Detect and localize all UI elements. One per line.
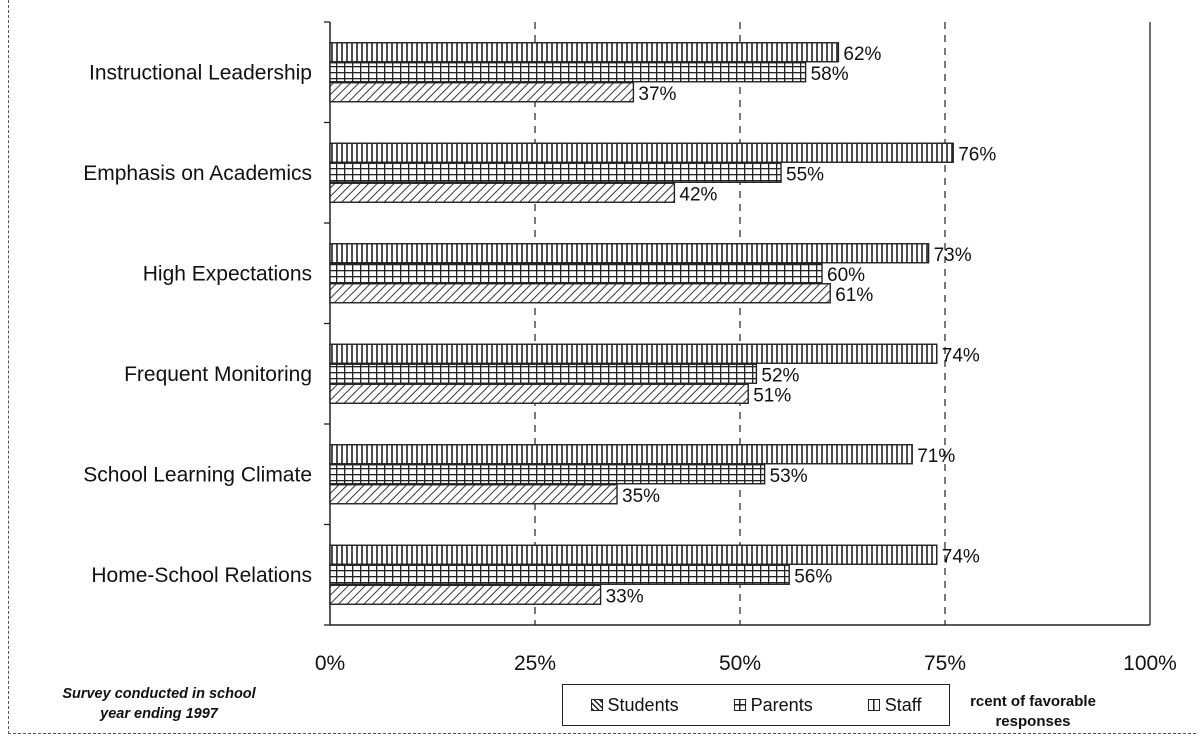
bar-staff-2 [329, 243, 930, 264]
data-label-students-1: 42% [679, 184, 717, 205]
x-tick-label-4: 100% [1123, 652, 1177, 675]
bar-parents-0 [329, 62, 807, 83]
data-label-parents-0: 58% [811, 64, 849, 85]
category-label-5: Home-School Relations [91, 564, 312, 587]
data-label-staff-1: 76% [958, 144, 996, 165]
labels: Instructional Leadership Emphasis on Acad… [83, 44, 1177, 675]
bar-chart: Instructional Leadership Emphasis on Acad… [83, 21, 1177, 675]
bar-parents-4 [329, 464, 766, 485]
data-label-staff-3: 74% [942, 345, 980, 366]
category-label-3: Frequent Monitoring [124, 363, 312, 386]
data-label-parents-5: 56% [794, 566, 832, 587]
data-label-students-3: 51% [753, 385, 791, 406]
bar-parents-3 [329, 363, 758, 384]
x-tick-label-3: 75% [924, 652, 966, 675]
x-tick-label-1: 25% [514, 652, 556, 675]
parents-swatch-icon [733, 699, 746, 711]
category-label-4: School Learning Climate [83, 463, 312, 486]
bars [329, 42, 954, 605]
bar-parents-1 [329, 162, 782, 183]
category-label-0: Instructional Leadership [89, 61, 312, 84]
survey-note-line-1: Survey conducted in school [62, 686, 256, 702]
data-label-parents-1: 55% [786, 164, 824, 185]
data-label-parents-3: 52% [761, 365, 799, 386]
bar-staff-4 [329, 444, 913, 465]
staff-swatch-icon [867, 699, 880, 711]
data-label-staff-5: 74% [942, 546, 980, 567]
bar-parents-5 [329, 564, 790, 585]
legend-label-staff: Staff [884, 694, 922, 715]
data-label-students-4: 35% [622, 486, 660, 507]
bar-students-1 [329, 182, 676, 203]
students-swatch-icon [590, 699, 603, 711]
x-tick-label-0: 0% [315, 652, 345, 675]
category-label-2: High Expectations [143, 262, 312, 285]
x-axis-label-line-2: responses [995, 713, 1071, 730]
survey-note: Survey conducted in school year ending 1… [28, 684, 290, 724]
bar-students-3 [329, 383, 749, 404]
bar-staff-0 [329, 42, 840, 63]
x-axis-label-line-1: rcent of favorable [970, 693, 1096, 710]
bar-staff-3 [329, 343, 938, 364]
legend-item-parents: Parents [733, 694, 813, 716]
data-label-staff-4: 71% [917, 446, 955, 467]
bar-students-2 [329, 283, 831, 304]
bar-staff-5 [329, 544, 938, 565]
legend-label-students: Students [607, 694, 679, 715]
bar-students-4 [329, 484, 618, 505]
survey-note-line-2: year ending 1997 [100, 706, 218, 722]
bar-staff-1 [329, 142, 954, 163]
legend-label-parents: Parents [750, 694, 813, 715]
axes [324, 21, 1151, 626]
legend-item-students: Students [590, 694, 679, 716]
legend: Students Parents Staff [562, 684, 950, 726]
data-label-students-2: 61% [835, 285, 873, 306]
data-label-parents-2: 60% [827, 265, 865, 286]
data-label-students-0: 37% [638, 84, 676, 105]
x-tick-label-2: 50% [719, 652, 761, 675]
bar-students-5 [329, 584, 602, 605]
bar-students-0 [329, 82, 635, 103]
data-label-students-5: 33% [606, 586, 644, 607]
gridlines [534, 22, 946, 625]
data-label-parents-4: 53% [770, 466, 808, 487]
category-label-1: Emphasis on Academics [83, 162, 312, 185]
chart-frame [8, 0, 1196, 734]
x-axis-label: rcent of favorable responses [958, 692, 1108, 732]
legend-item-staff: Staff [867, 694, 922, 716]
data-label-staff-0: 62% [843, 44, 881, 65]
data-label-staff-2: 73% [934, 245, 972, 266]
bar-parents-2 [329, 263, 823, 284]
